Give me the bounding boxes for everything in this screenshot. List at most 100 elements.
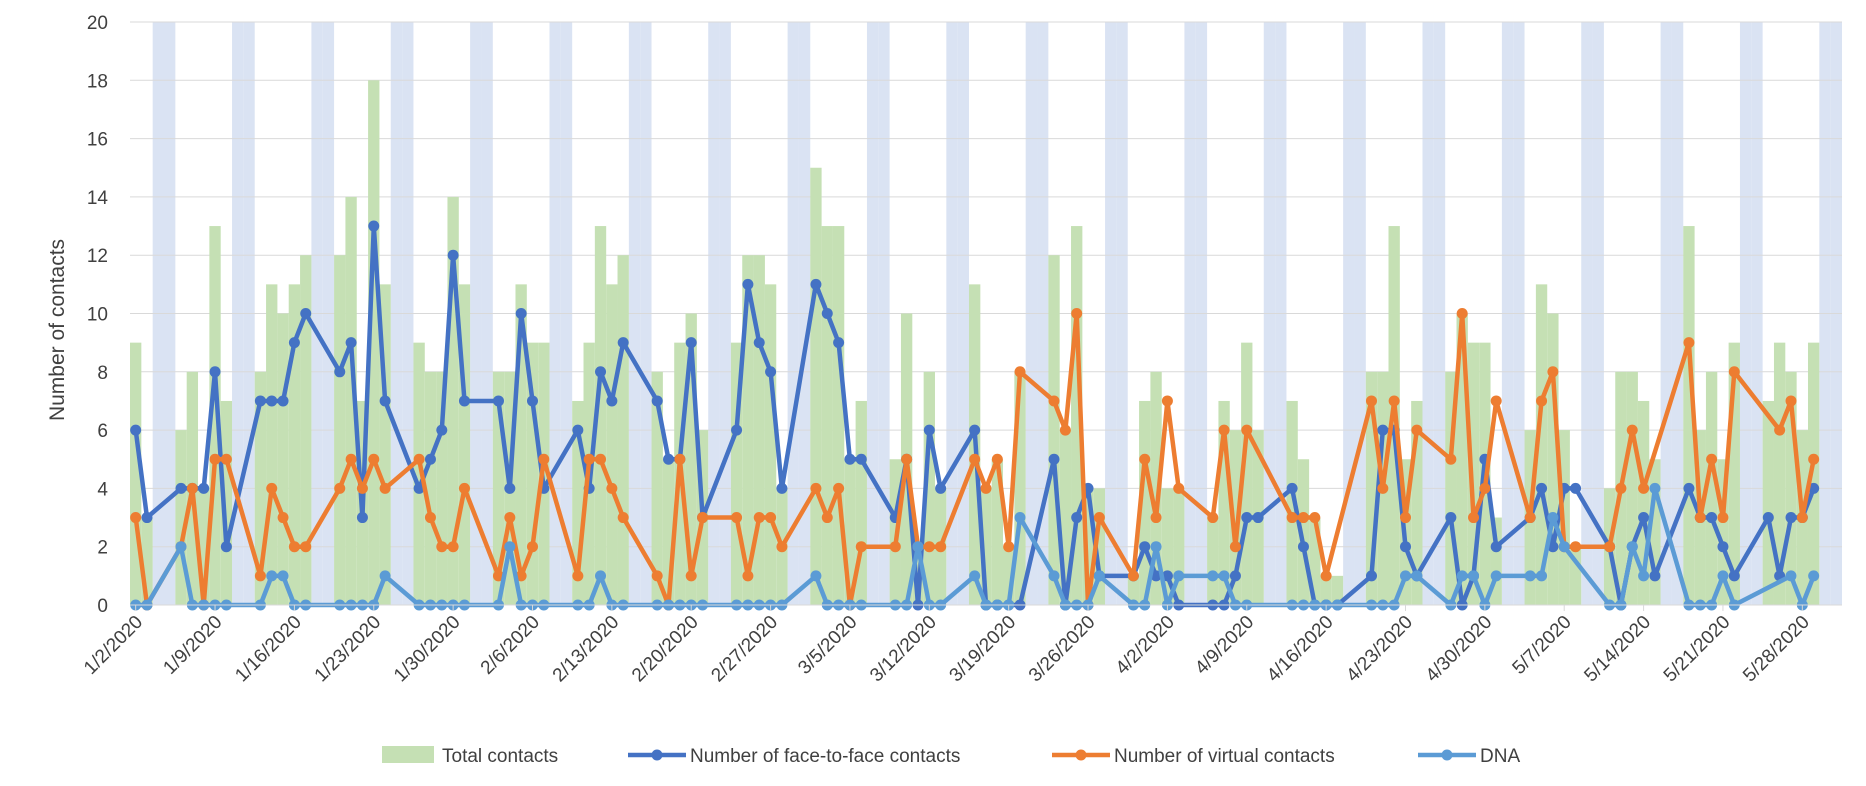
number-of-face-to-face-contacts-point	[765, 366, 777, 378]
total-contacts-bar	[991, 459, 1004, 605]
x-tick-label: 3/5/2020	[794, 612, 861, 679]
y-tick-label: 14	[87, 188, 109, 209]
number-of-face-to-face-contacts-point	[1161, 570, 1173, 582]
total-contacts-bar	[923, 371, 935, 605]
x-tick-label: 2/27/2020	[707, 612, 782, 687]
total-contacts-bar	[1229, 430, 1242, 605]
number-of-face-to-face-contacts-point	[969, 424, 981, 436]
number-of-face-to-face-contacts-point	[1229, 570, 1241, 582]
number-of-face-to-face-contacts-point	[413, 482, 425, 494]
number-of-face-to-face-contacts-point	[1536, 482, 1548, 494]
number-of-face-to-face-contacts-point	[821, 308, 833, 319]
x-tick-label: 4/16/2020	[1263, 612, 1338, 687]
number-of-virtual-contacts-point	[697, 512, 709, 524]
number-of-virtual-contacts-point	[1479, 482, 1491, 494]
total-contacts-bar	[1535, 284, 1548, 605]
dna-point	[969, 570, 981, 582]
number-of-virtual-contacts-point	[1638, 482, 1650, 494]
number-of-virtual-contacts-point	[1490, 395, 1502, 407]
number-of-face-to-face-contacts-point	[663, 453, 675, 465]
total-contacts-bar	[844, 459, 856, 605]
total-contacts-bar	[266, 284, 278, 605]
total-contacts-bar	[254, 371, 267, 605]
number-of-virtual-contacts-point	[1468, 512, 1480, 524]
number-of-virtual-contacts-point	[447, 541, 459, 553]
dna-point	[504, 541, 516, 553]
number-of-face-to-face-contacts-point	[1717, 541, 1729, 553]
number-of-virtual-contacts-point	[991, 453, 1003, 465]
x-tick-label: 3/12/2020	[866, 612, 941, 687]
number-of-face-to-face-contacts-point	[685, 337, 697, 349]
number-of-face-to-face-contacts-point	[651, 395, 663, 407]
number-of-virtual-contacts-point	[424, 512, 436, 524]
number-of-face-to-face-contacts-point	[617, 337, 629, 349]
total-contacts-bar	[821, 226, 833, 606]
number-of-virtual-contacts-point	[821, 512, 833, 524]
dna-point	[1626, 541, 1638, 553]
total-contacts-bar	[662, 459, 675, 605]
number-of-face-to-face-contacts-point	[368, 220, 380, 232]
number-of-face-to-face-contacts-point	[1638, 512, 1650, 524]
number-of-virtual-contacts-point	[1229, 541, 1241, 553]
legend-label: DNA	[1480, 746, 1520, 767]
total-contacts-bar	[436, 371, 448, 605]
x-tick-label: 1/23/2020	[311, 612, 386, 687]
number-of-virtual-contacts-point	[1388, 395, 1400, 407]
number-of-virtual-contacts-point	[1003, 541, 1015, 553]
number-of-virtual-contacts-point	[266, 482, 278, 494]
dna-point	[1399, 570, 1411, 582]
number-of-face-to-face-contacts-point	[923, 424, 935, 436]
number-of-face-to-face-contacts-point	[141, 512, 153, 524]
x-tick-label: 2/20/2020	[628, 612, 703, 687]
total-contacts-bar	[1150, 371, 1162, 605]
number-of-virtual-contacts-point	[595, 453, 607, 465]
number-of-face-to-face-contacts-point	[1728, 570, 1740, 582]
number-of-face-to-face-contacts-point	[1241, 512, 1253, 524]
number-of-virtual-contacts-point	[1524, 512, 1536, 524]
y-tick-label: 8	[97, 363, 108, 384]
total-contacts-bar	[1207, 517, 1219, 605]
number-of-face-to-face-contacts-point	[855, 453, 867, 465]
number-of-virtual-contacts-point	[504, 512, 516, 524]
dna-point	[1014, 512, 1026, 524]
number-of-face-to-face-contacts-point	[1048, 453, 1060, 465]
number-of-virtual-contacts-point	[538, 453, 550, 465]
number-of-virtual-contacts-point	[492, 570, 504, 582]
total-contacts-bar	[1071, 226, 1083, 606]
y-tick-label: 20	[87, 13, 108, 34]
total-contacts-bar	[447, 196, 459, 605]
dna-point	[175, 541, 187, 553]
number-of-virtual-contacts-point	[1604, 541, 1616, 553]
total-contacts-bar	[1785, 371, 1797, 605]
number-of-virtual-contacts-point	[1774, 424, 1786, 436]
total-contacts-bar	[526, 342, 539, 605]
number-of-virtual-contacts-point	[288, 541, 300, 553]
number-of-virtual-contacts-point	[436, 541, 448, 553]
dna-point	[1207, 570, 1219, 582]
total-contacts-bar	[572, 400, 584, 605]
total-contacts-bar	[617, 255, 629, 605]
total-contacts-bar	[1082, 488, 1094, 605]
number-of-virtual-contacts-point	[765, 512, 777, 524]
number-of-virtual-contacts-point	[368, 453, 380, 465]
number-of-virtual-contacts-point	[1377, 482, 1389, 494]
dna-point	[1808, 570, 1820, 582]
y-tick-label: 6	[97, 421, 108, 442]
number-of-face-to-face-contacts-point	[1785, 512, 1797, 524]
number-of-virtual-contacts-point	[935, 541, 947, 553]
legend: Total contacts Number of face-to-face con…	[382, 746, 1520, 767]
total-contacts-bar	[1365, 371, 1378, 605]
number-of-virtual-contacts-point	[776, 541, 788, 553]
dna-point	[1411, 570, 1423, 582]
total-contacts-bar	[130, 342, 142, 605]
total-contacts-bar	[1003, 546, 1015, 605]
x-tick-label: 4/2/2020	[1112, 612, 1179, 679]
total-contacts-bar	[1014, 371, 1026, 605]
total-contacts-bar	[980, 488, 992, 605]
number-of-face-to-face-contacts-point	[492, 395, 504, 407]
total-contacts-bar	[1139, 400, 1151, 605]
number-of-face-to-face-contacts-point	[254, 395, 266, 407]
x-tick-label: 1/9/2020	[159, 612, 226, 679]
number-of-virtual-contacts-point	[969, 453, 981, 465]
number-of-face-to-face-contacts-point	[1150, 570, 1162, 582]
